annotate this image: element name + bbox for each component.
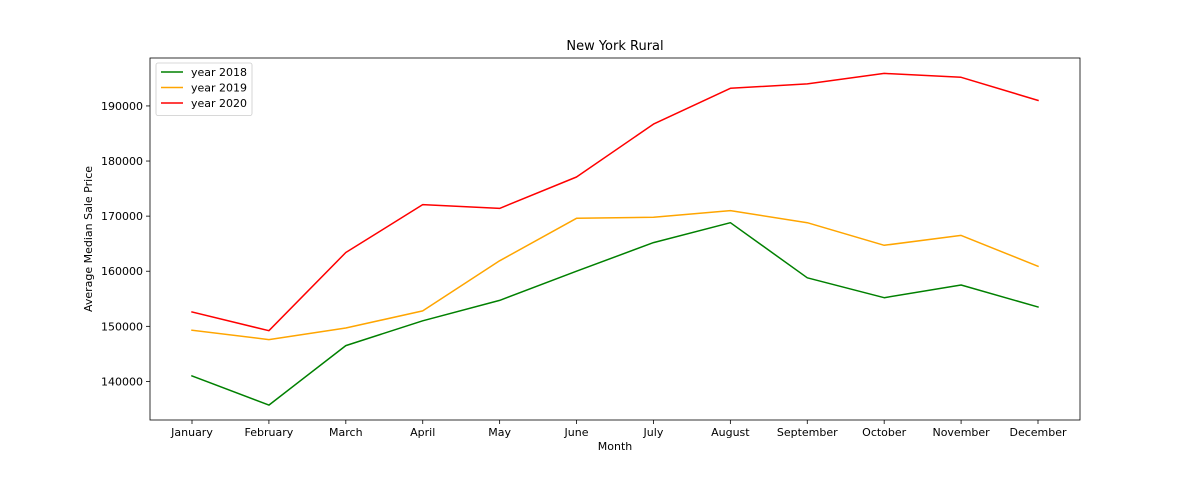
x-tick-label: September bbox=[777, 426, 838, 439]
plot-area: January February March April May June July Augu… bbox=[101, 57, 1081, 439]
x-tick-label: February bbox=[245, 426, 294, 439]
y-tick-label: 170000 bbox=[101, 210, 143, 223]
x-tick-label: August bbox=[711, 426, 750, 439]
x-tick-label: June bbox=[564, 426, 589, 439]
series-line-2 bbox=[191, 209, 1039, 341]
axes-frame bbox=[149, 57, 1081, 421]
x-tick-label: November bbox=[932, 426, 990, 439]
legend-label: year 2019 bbox=[191, 82, 247, 95]
legend: year 2018 year 2019 year 2020 bbox=[155, 62, 253, 116]
y-tick-label: 150000 bbox=[101, 320, 143, 333]
legend-label: year 2018 bbox=[191, 66, 247, 79]
series-line-1 bbox=[191, 221, 1039, 406]
y-axis-title: Average Median Sale Price bbox=[82, 166, 95, 312]
y-tick-label: 140000 bbox=[101, 375, 143, 388]
x-tick-label: January bbox=[170, 426, 213, 439]
x-axis-title: Month bbox=[598, 440, 633, 453]
y-tick-label: 180000 bbox=[101, 155, 143, 168]
chart-title: New York Rural bbox=[566, 39, 663, 54]
x-tick-label: March bbox=[329, 426, 363, 439]
y-tick-label: 160000 bbox=[101, 265, 143, 278]
legend-label: year 2020 bbox=[191, 97, 247, 110]
x-tick-label: July bbox=[643, 426, 664, 439]
x-tick-label: October bbox=[862, 426, 906, 439]
y-tick-label: 190000 bbox=[101, 100, 143, 113]
series-line-3 bbox=[191, 72, 1039, 332]
x-tick-label: May bbox=[488, 426, 511, 439]
x-tick-label: April bbox=[410, 426, 435, 439]
x-tick-label: December bbox=[1009, 426, 1067, 439]
